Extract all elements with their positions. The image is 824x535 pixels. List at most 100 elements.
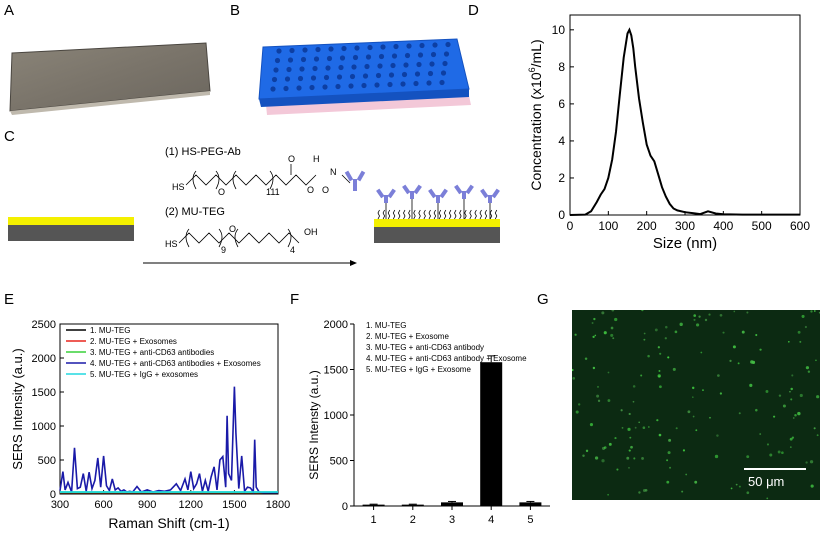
fluorescent-spot: [799, 393, 803, 398]
sam-chain: [443, 209, 447, 220]
antibody-arm: [428, 188, 437, 199]
well: [325, 65, 331, 71]
o-4: O: [322, 185, 329, 195]
well: [315, 46, 321, 53]
fluorescent-spot: [621, 426, 624, 429]
panel-label-d: D: [468, 2, 479, 19]
gold-layer-functionalized: [374, 219, 500, 227]
fluorescent-spot: [730, 487, 733, 490]
hs-1: HS: [172, 182, 185, 192]
fluorescent-spot: [603, 446, 607, 449]
antibody-arm: [465, 184, 474, 195]
well: [313, 56, 320, 62]
fluorescent-spot: [607, 399, 611, 402]
fluorescent-spot: [647, 426, 650, 428]
x-tick-label: 100: [598, 219, 618, 233]
well: [401, 71, 408, 78]
plot-frame: [569, 14, 801, 216]
well: [432, 42, 438, 48]
fluorescent-spot: [603, 331, 607, 335]
fluorescent-spot: [693, 318, 696, 321]
well: [323, 74, 330, 81]
fluorescent-spot: [778, 394, 782, 397]
fluorescent-spot: [716, 434, 719, 437]
well: [354, 45, 360, 51]
well: [361, 82, 367, 89]
legend-entry-2: 2. MU-TEG + Exosome: [366, 332, 449, 341]
y-tick-label: 2: [558, 171, 565, 185]
fluorescent-spot: [659, 352, 662, 355]
fluorescent-spot: [597, 385, 600, 388]
x-tick-label: 200: [637, 219, 657, 233]
fluorescent-spot: [714, 454, 719, 459]
fluorescent-spot: [708, 313, 711, 316]
well: [445, 41, 451, 48]
y-tick-label: 1500: [324, 365, 348, 377]
antibody-stem: [436, 195, 440, 203]
fluorescent-spot: [592, 366, 596, 370]
antibody-arm: [480, 188, 489, 199]
fluorescent-spot: [782, 404, 786, 408]
fluorescent-spot: [790, 398, 793, 401]
fluorescent-spot: [584, 357, 588, 361]
sam-chain: [489, 209, 493, 220]
well: [286, 66, 292, 73]
x-tick-label: 600: [790, 219, 810, 233]
fluorescent-spot: [674, 330, 678, 334]
fluorescent-spot: [582, 454, 585, 457]
n-1: N: [330, 167, 337, 177]
fluorescent-spot: [654, 328, 658, 332]
fluorescent-spot: [789, 390, 791, 393]
fluorescent-spot: [695, 429, 698, 432]
fluorescent-spot: [607, 493, 609, 496]
fluorescent-spot: [759, 433, 762, 435]
well: [413, 80, 419, 87]
fluorescent-spot: [585, 449, 589, 453]
x-axis-label: Raman Shift (cm-1): [108, 515, 229, 531]
fluorescent-spot: [669, 466, 672, 469]
y-tick-label: 2000: [32, 353, 56, 365]
well: [374, 82, 380, 88]
fluorescent-spot: [746, 491, 750, 495]
well: [283, 85, 289, 92]
well: [393, 43, 399, 50]
fluorescent-spot: [627, 427, 631, 431]
well: [297, 75, 304, 82]
sam-chain: [433, 209, 437, 220]
bar-4: [480, 362, 503, 506]
fluorescent-spot: [574, 333, 577, 336]
panel-label-a: A: [4, 2, 15, 19]
well: [338, 64, 344, 71]
legend-entry-5: 5. MU-TEG + IgG + Exosome: [366, 365, 471, 374]
fluorescent-spot: [719, 313, 723, 317]
fluorescent-spot: [816, 395, 820, 399]
fluorescent-spot: [781, 451, 784, 455]
fluorescent-spot: [594, 456, 599, 460]
well: [302, 47, 308, 53]
fluorescent-spot: [628, 412, 631, 416]
fluorescent-spot: [656, 419, 659, 422]
legend-entry-3: 3. MU-TEG + anti-CD63 antibody: [366, 343, 484, 352]
sam-chain: [479, 209, 482, 220]
chart-e: 300 600 900 1200 1500 1800 0 500 1000 1500 2000 250…: [10, 319, 290, 531]
well: [312, 65, 318, 72]
x-tick-label: 3: [449, 514, 455, 526]
well: [270, 86, 276, 92]
fluorescent-spot: [640, 374, 643, 377]
fluorescent-spot: [804, 325, 808, 329]
fluorescent-spot: [614, 317, 618, 322]
fluorescent-spot: [749, 383, 753, 387]
well: [271, 76, 278, 83]
hs-2: HS: [165, 239, 178, 249]
legend-entry-1: 1. MU-TEG: [366, 321, 406, 330]
gold-layer: [8, 217, 134, 225]
sam-chain: [454, 209, 457, 220]
well: [430, 51, 437, 58]
fluorescent-spot: [813, 427, 816, 430]
fluorescent-spot: [790, 387, 793, 391]
well: [439, 79, 445, 86]
fluorescent-spot: [575, 410, 579, 414]
fluorescent-spot: [805, 366, 810, 370]
well: [348, 83, 354, 89]
fluorescent-spot: [630, 445, 633, 449]
